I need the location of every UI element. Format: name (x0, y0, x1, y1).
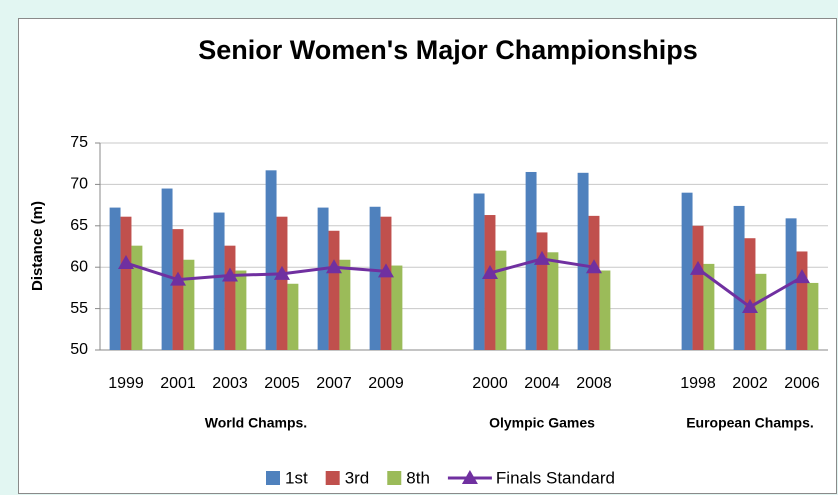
group-label: European Champs. (686, 415, 814, 431)
line-marker (742, 298, 758, 313)
bar (287, 283, 299, 350)
bar (369, 206, 381, 350)
y-tick-label: 75 (70, 134, 88, 151)
x-tick-label: 1998 (680, 375, 716, 392)
bar (161, 188, 173, 350)
bar (276, 216, 288, 350)
bar (317, 207, 329, 350)
legend-label: 1st (285, 468, 308, 487)
line-marker (794, 269, 810, 284)
bar (692, 225, 704, 350)
bar (744, 238, 756, 350)
bar (131, 245, 143, 350)
bar (681, 192, 693, 350)
line-marker (170, 271, 186, 286)
x-tick-label: 2008 (576, 375, 612, 392)
x-tick-label: 2005 (264, 375, 300, 392)
bar (213, 212, 225, 350)
legend-label: 3rd (345, 468, 370, 487)
x-tick-label: 2000 (472, 375, 508, 392)
chart-title: Senior Women's Major Championships (198, 35, 698, 65)
bar (380, 216, 392, 350)
bar (547, 252, 559, 350)
y-tick-label: 55 (70, 300, 88, 317)
bar (484, 215, 496, 350)
bar (495, 250, 507, 350)
line-marker (586, 259, 602, 274)
line-marker (690, 260, 706, 275)
bar (733, 205, 745, 350)
bar (473, 193, 485, 350)
x-tick-label: 2001 (160, 375, 196, 392)
legend-swatch (266, 471, 280, 485)
bar (536, 232, 548, 350)
line-marker (378, 263, 394, 278)
bar (172, 229, 184, 350)
y-tick-label: 50 (70, 341, 88, 358)
legend-label: Finals Standard (496, 468, 615, 487)
legend-swatch (325, 471, 340, 485)
line-marker (222, 267, 238, 282)
line-marker (274, 265, 290, 280)
line-marker (326, 259, 342, 274)
bar (109, 207, 121, 350)
line-marker (118, 255, 134, 270)
bar (328, 230, 340, 350)
x-tick-label: 1999 (108, 375, 144, 392)
x-tick-label: 2004 (524, 375, 560, 392)
bar (391, 265, 403, 350)
x-tick-label: 2006 (784, 375, 820, 392)
bar (755, 273, 767, 350)
legend-label: 8th (406, 468, 430, 487)
bar (120, 216, 132, 350)
bar (183, 259, 195, 350)
bar (588, 215, 600, 350)
line-marker (482, 264, 498, 279)
group-label: Olympic Games (489, 415, 595, 431)
x-tick-label: 2007 (316, 375, 352, 392)
x-tick-label: 2009 (368, 375, 404, 392)
x-tick-label: 2002 (732, 375, 768, 392)
group-label: World Champs. (205, 415, 307, 431)
y-tick-label: 65 (70, 217, 88, 234)
bar (796, 251, 808, 350)
bar (577, 172, 589, 350)
bar (807, 282, 819, 350)
legend-marker (461, 470, 478, 484)
y-axis-label: Distance (m) (29, 201, 46, 291)
x-tick-label: 2003 (212, 375, 248, 392)
bar (339, 259, 351, 350)
bar (224, 245, 236, 350)
legend-swatch (387, 471, 402, 485)
bar (599, 270, 611, 350)
bar (703, 263, 715, 350)
bar (235, 270, 247, 350)
line-marker (534, 250, 550, 265)
y-tick-label: 60 (70, 258, 88, 275)
y-tick-label: 70 (70, 176, 88, 193)
bar (265, 170, 277, 350)
